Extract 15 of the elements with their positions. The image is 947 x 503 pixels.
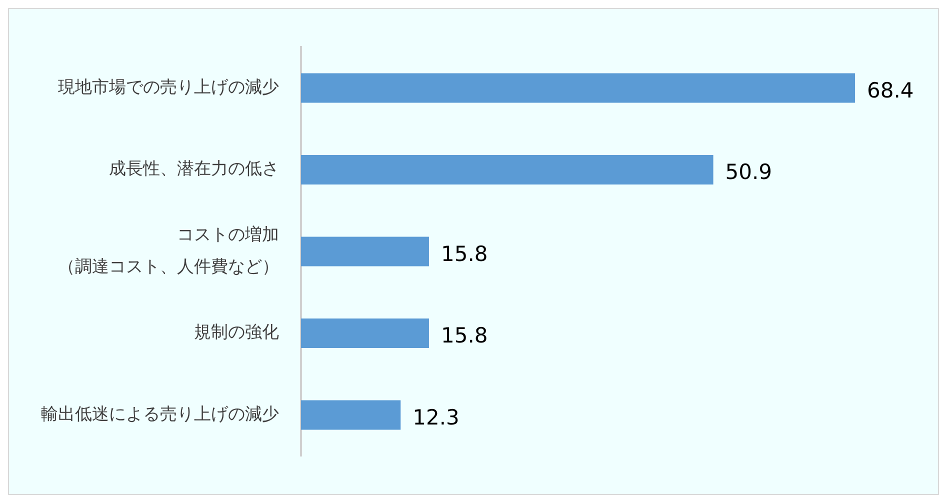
bar (301, 236, 429, 266)
bar (301, 155, 714, 184)
y-tick-label: 現地市場での売り上げの減少 (58, 77, 279, 98)
y-tick-label: コストの増加（調達コスト、人件費など） (58, 224, 279, 278)
data-label: 68.4 (867, 78, 914, 102)
y-tick-label: 輸出低迷による売り上げの減少 (41, 404, 279, 424)
bar (301, 318, 429, 348)
bar (301, 400, 401, 430)
data-label: 15.8 (440, 324, 488, 348)
data-label: 12.3 (412, 405, 460, 430)
bar (301, 73, 856, 103)
data-label: 15.8 (440, 242, 488, 266)
y-tick-label: 成長性、潜在力の低さ (109, 159, 279, 180)
data-label: 50.9 (725, 160, 772, 184)
y-tick-label: 規制の強化 (194, 322, 279, 343)
